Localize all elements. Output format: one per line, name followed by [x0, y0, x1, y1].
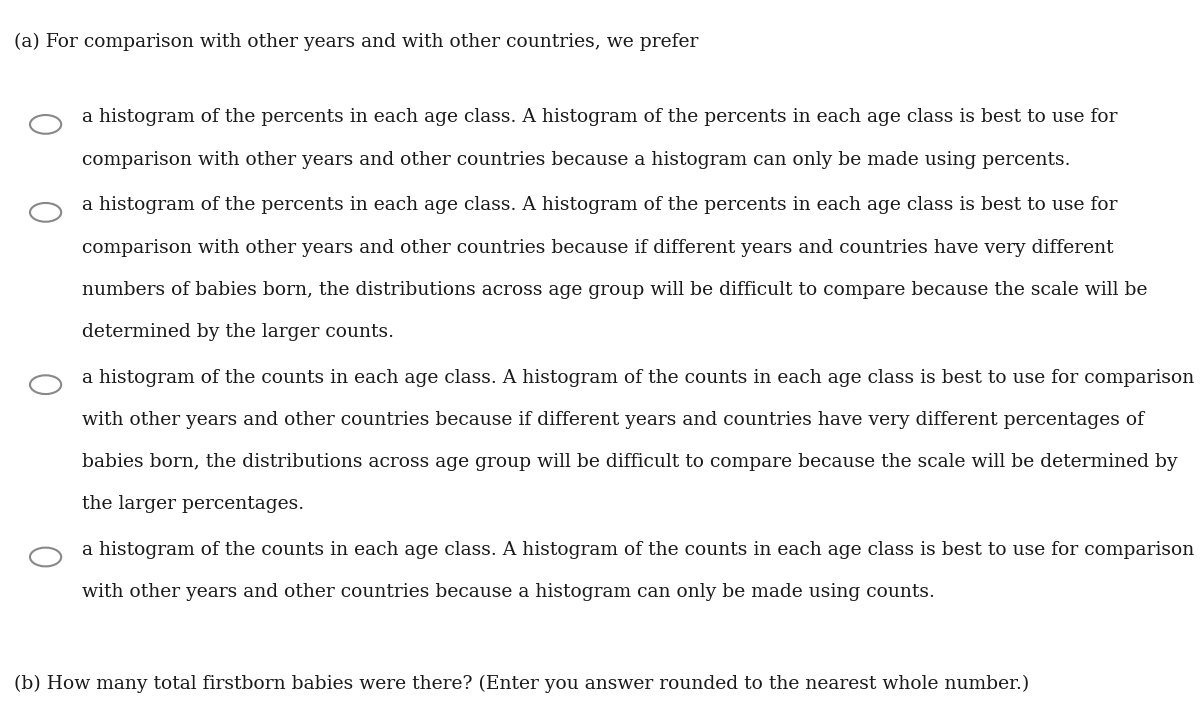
- Text: the larger percentages.: the larger percentages.: [82, 495, 304, 513]
- Text: with other years and other countries because a histogram can only be made using : with other years and other countries bec…: [82, 583, 935, 601]
- Text: (b) How many total firstborn babies were there? (Enter you answer rounded to the: (b) How many total firstborn babies were…: [14, 675, 1030, 693]
- Text: babies born, the distributions across age group will be difficult to compare bec: babies born, the distributions across ag…: [82, 453, 1177, 471]
- Text: a histogram of the counts in each age class. A histogram of the counts in each a: a histogram of the counts in each age cl…: [82, 541, 1194, 559]
- Text: a histogram of the counts in each age class. A histogram of the counts in each a: a histogram of the counts in each age cl…: [82, 368, 1194, 386]
- Text: determined by the larger counts.: determined by the larger counts.: [82, 323, 394, 341]
- Text: (a) For comparison with other years and with other countries, we prefer: (a) For comparison with other years and …: [14, 32, 698, 50]
- Text: comparison with other years and other countries because if different years and c: comparison with other years and other co…: [82, 239, 1114, 257]
- Text: comparison with other years and other countries because a histogram can only be : comparison with other years and other co…: [82, 151, 1070, 169]
- Text: a histogram of the percents in each age class. A histogram of the percents in ea: a histogram of the percents in each age …: [82, 108, 1117, 126]
- Text: a histogram of the percents in each age class. A histogram of the percents in ea: a histogram of the percents in each age …: [82, 196, 1117, 214]
- Text: with other years and other countries because if different years and countries ha: with other years and other countries bec…: [82, 411, 1144, 429]
- Text: numbers of babies born, the distributions across age group will be difficult to : numbers of babies born, the distribution…: [82, 280, 1147, 298]
